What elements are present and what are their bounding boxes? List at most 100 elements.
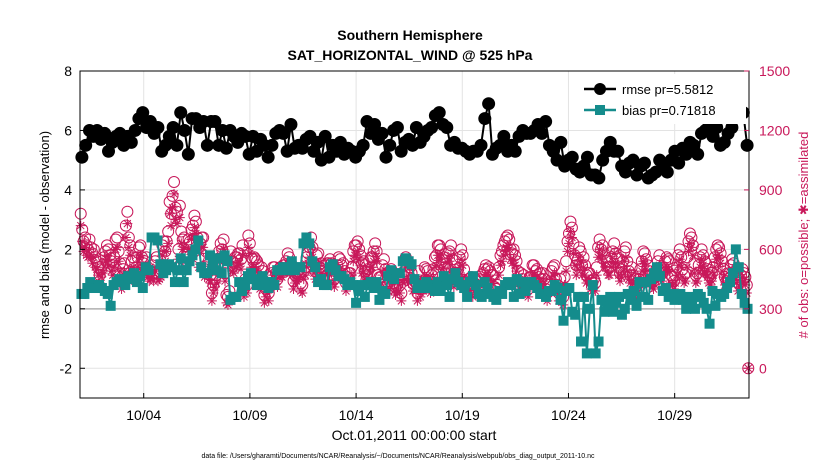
assimilated-obs-marker xyxy=(456,254,467,265)
bias-marker xyxy=(234,277,245,288)
assimilated-obs-marker xyxy=(169,188,180,199)
assimilated-obs-marker xyxy=(636,266,647,277)
assimilated-obs-marker xyxy=(400,262,411,273)
bias-marker xyxy=(725,277,736,288)
rmse-marker xyxy=(611,144,625,158)
y-tick-label-left: 4 xyxy=(64,182,72,198)
bias-marker xyxy=(654,271,665,282)
assimilated-obs-marker xyxy=(623,274,634,285)
assimilated-obs-marker xyxy=(649,280,660,291)
bias-marker xyxy=(532,283,543,294)
assimilated-obs-marker xyxy=(396,295,407,306)
bias-marker xyxy=(628,285,639,296)
assimilated-obs-marker xyxy=(683,246,694,257)
assimilated-obs-marker xyxy=(434,250,445,261)
bias-marker xyxy=(353,285,364,296)
assimilated-obs-marker xyxy=(494,270,505,281)
assimilated-obs-marker xyxy=(619,256,630,267)
bias-marker xyxy=(459,283,470,294)
bias-marker xyxy=(573,291,584,302)
bias-marker xyxy=(257,271,268,282)
assimilated-obs-marker xyxy=(236,264,247,275)
bias-marker xyxy=(169,277,180,288)
assimilated-obs-marker xyxy=(237,250,248,261)
assimilated-obs-marker xyxy=(107,270,118,281)
assimilated-obs-marker xyxy=(687,250,698,261)
assimilated-obs-marker xyxy=(566,232,577,243)
bias-marker xyxy=(555,294,566,305)
assimilated-obs-marker xyxy=(113,256,124,267)
x-tick-label: 10/29 xyxy=(657,407,692,423)
assimilated-obs-marker xyxy=(692,276,703,287)
assimilated-obs-marker xyxy=(176,238,187,249)
bias-marker xyxy=(213,253,224,264)
bias-marker xyxy=(102,288,113,299)
bias-marker xyxy=(447,274,458,285)
x-tick-label: 10/14 xyxy=(339,407,374,423)
assimilated-obs-marker xyxy=(574,252,585,263)
y-axis-left: -2 0 2 4 6 8 xyxy=(60,63,85,376)
assimilated-obs-marker xyxy=(529,270,540,281)
bias-marker xyxy=(161,265,172,276)
assimilated-obs-marker xyxy=(673,260,684,271)
bias-marker xyxy=(184,256,195,267)
assimilated-obs-marker xyxy=(741,287,752,298)
assimilated-obs-marker xyxy=(562,246,573,257)
bias-marker xyxy=(435,285,446,296)
bias-marker xyxy=(546,285,557,296)
bias-marker xyxy=(593,336,604,347)
rmse-marker xyxy=(592,171,606,185)
assimilated-obs-marker xyxy=(641,264,652,275)
bias-marker xyxy=(689,303,700,314)
bias-marker xyxy=(286,256,297,267)
assimilated-obs-marker xyxy=(444,256,455,267)
bias-marker xyxy=(310,262,321,273)
rmse-marker xyxy=(740,138,754,152)
y-tick-label-left: 2 xyxy=(64,241,72,257)
rmse-marker xyxy=(482,97,496,111)
assimilated-obs-marker xyxy=(189,222,200,233)
rmse-marker xyxy=(637,156,651,170)
bias-marker xyxy=(497,288,508,299)
assimilated-obs-marker xyxy=(504,244,515,255)
assimilated-obs-marker xyxy=(348,256,359,267)
bias-marker xyxy=(608,306,619,317)
rmse-marker xyxy=(497,129,511,143)
assimilated-obs-marker xyxy=(648,284,659,294)
assimilated-obs-marker xyxy=(578,262,589,273)
assimilated-obs-marker xyxy=(150,266,161,277)
y-tick-label-left: 6 xyxy=(64,122,72,138)
rmse-marker xyxy=(390,120,404,134)
assimilated-obs-marker xyxy=(112,242,123,253)
rmse-marker xyxy=(318,129,332,143)
rmse-marker xyxy=(284,118,298,132)
assimilated-obs-marker xyxy=(598,258,609,269)
assimilated-obs-marker xyxy=(297,287,308,298)
bias-marker xyxy=(152,235,163,246)
assimilated-obs-marker xyxy=(174,212,185,223)
assimilated-obs-marker xyxy=(103,254,114,265)
assimilated-obs-marker xyxy=(351,250,362,261)
rmse-marker xyxy=(368,118,382,132)
assimilated-obs-marker xyxy=(531,272,542,283)
assimilated-obs-marker xyxy=(84,244,95,255)
assimilated-obs-marker xyxy=(263,295,274,306)
rmse-marker xyxy=(432,106,446,120)
assimilated-obs-marker xyxy=(179,242,190,253)
rmse-marker xyxy=(178,123,192,137)
assimilated-obs-marker xyxy=(483,270,494,281)
assimilated-obs-marker xyxy=(294,272,305,283)
bias-marker xyxy=(254,280,265,291)
assimilated-obs-marker xyxy=(327,278,338,289)
assimilated-obs-marker xyxy=(288,284,299,294)
bias-marker xyxy=(581,348,592,359)
assimilated-obs-marker xyxy=(568,248,579,259)
assimilated-obs-marker xyxy=(205,278,216,289)
bias-marker xyxy=(321,280,332,291)
bias-marker xyxy=(263,283,274,294)
bias-marker xyxy=(245,268,256,279)
y-tick-label-right: 300 xyxy=(759,301,783,317)
bias-marker xyxy=(687,297,698,308)
assimilated-obs-marker xyxy=(620,252,631,263)
